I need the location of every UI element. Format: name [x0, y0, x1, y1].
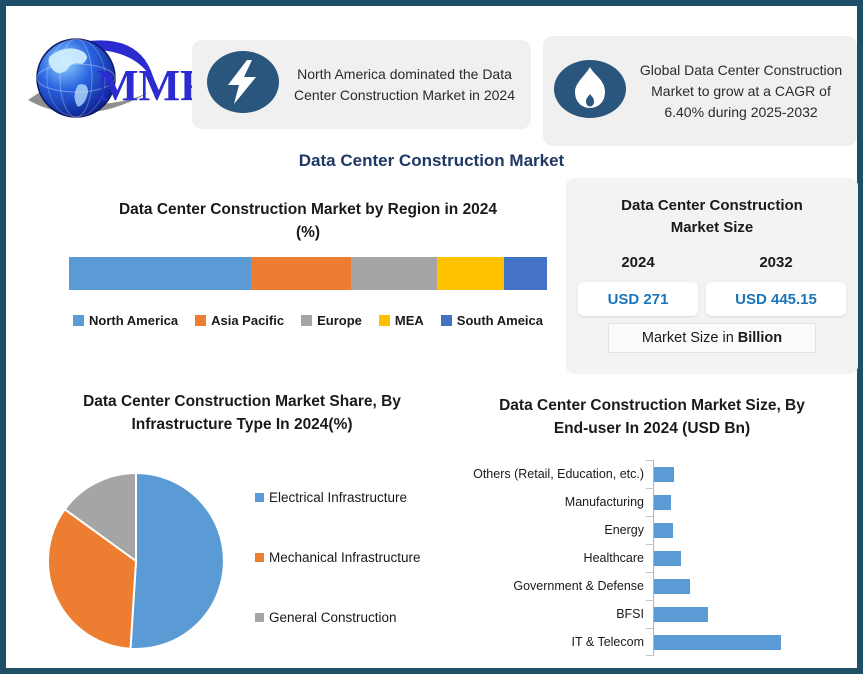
legend-label: General Construction [269, 610, 397, 625]
bar-plot [653, 516, 861, 544]
legend-marker [195, 315, 207, 326]
legend-label: North America [89, 313, 179, 328]
pie-chart-title: Data Center Construction Market Share, B… [83, 393, 401, 433]
pie-legend: Electrical Infrastructure Mechanical Infr… [255, 490, 421, 652]
region-bar-segment [250, 257, 352, 290]
note-prefix: Market Size in [641, 330, 734, 346]
region-legend: North America Asia Pacific Europe MEA South … [69, 313, 547, 328]
region-bar-segment [437, 257, 504, 290]
bar [654, 494, 672, 510]
bar-plot [653, 460, 861, 488]
legend-marker [301, 315, 313, 326]
legend-marker [73, 315, 84, 326]
market-size-title: Data Center Construction Market Size [621, 197, 803, 236]
lightning-icon [206, 50, 280, 119]
region-chart-title: Data Center Construction Market by Regio… [118, 201, 498, 241]
callout-cagr: Global Data Center Construction Market t… [543, 36, 857, 146]
bar-row: Healthcare [443, 544, 861, 572]
flame-icon [553, 59, 627, 124]
callout-text: North America dominated the Data Center … [294, 65, 515, 103]
logo-text: MMR [97, 61, 194, 110]
callout-text: Global Data Center Construction Market t… [639, 61, 843, 120]
mmr-logo: MMR [24, 30, 213, 126]
legend-marker [255, 613, 264, 622]
bar-row: Government & Defense [443, 572, 861, 600]
bar [654, 578, 690, 594]
legend-label: Asia Pacific [211, 313, 285, 328]
value-2032: USD 445.15 [706, 282, 846, 316]
infrastructure-pie-chart [47, 472, 225, 650]
market-size-years: 2024 2032 [578, 254, 846, 271]
bar [654, 522, 674, 538]
year-label-2032: 2032 [759, 254, 793, 271]
legend-marker [255, 553, 264, 562]
market-size-values: USD 271 USD 445.15 [578, 282, 846, 316]
legend-item: Electrical Infrastructure [255, 490, 421, 505]
market-size-note: Market Size in Billion [608, 323, 816, 353]
legend-label: Electrical Infrastructure [269, 490, 408, 505]
bar [654, 634, 781, 650]
legend-marker [378, 315, 390, 326]
legend-item: South Ameica [440, 313, 543, 328]
pie-slice [47, 508, 137, 650]
callout-north-america: North America dominated the Data Center … [192, 40, 531, 129]
legend-label: Mechanical Infrastructure [269, 550, 421, 565]
enduser-chart-section: Data Center Construction Market Size, By… [443, 394, 861, 656]
bar-label: Energy [604, 523, 644, 537]
legend-item: General Construction [255, 610, 421, 625]
globe-icon: MMR [28, 38, 213, 118]
region-bar-segment [503, 257, 547, 290]
legend-item: Asia Pacific [195, 313, 284, 328]
legend-item: Mechanical Infrastructure [255, 550, 421, 565]
bar-row: BFSI [443, 600, 861, 628]
legend-item: North America [73, 313, 178, 328]
pie-chart-section: Data Center Construction Market Share, B… [41, 390, 443, 652]
pie-row: Electrical Infrastructure Mechanical Infr… [41, 452, 443, 652]
bar-row: Others (Retail, Education, etc.) [443, 460, 861, 488]
bar-row: Energy [443, 516, 861, 544]
market-size-card: Data Center Construction Market Size 202… [566, 178, 858, 374]
region-bar-segment [69, 257, 251, 290]
legend-item: MEA [378, 313, 424, 328]
bar-label: Healthcare [583, 551, 644, 565]
region-bar-segment [351, 257, 438, 290]
bar-plot [653, 628, 861, 656]
pie-slice [129, 472, 225, 650]
bar-plot [653, 572, 861, 600]
bar-plot [653, 488, 861, 516]
bar [654, 466, 675, 482]
bar-plot [653, 600, 861, 628]
bar-label: BFSI [616, 607, 644, 621]
bar [654, 550, 682, 566]
bar-label: IT & Telecom [571, 635, 645, 649]
page-title: Data Center Construction Market [298, 151, 565, 170]
legend-label: South Ameica [456, 313, 543, 328]
year-label-2024: 2024 [621, 254, 655, 271]
legend-item: Europe [301, 313, 362, 328]
enduser-chart-title: Data Center Construction Market Size, By… [499, 397, 805, 437]
bar [654, 606, 708, 622]
bar-plot [653, 544, 861, 572]
bar-label: Government & Defense [513, 579, 644, 593]
legend-marker [440, 315, 452, 326]
enduser-bar-chart: Others (Retail, Education, etc.) Manufact… [443, 460, 861, 656]
legend-label: MEA [394, 313, 424, 328]
region-chart-section: Data Center Construction Market by Regio… [69, 198, 547, 328]
bar-row: Manufacturing [443, 488, 861, 516]
region-stacked-bar [69, 257, 547, 290]
value-2024: USD 271 [578, 282, 698, 316]
legend-marker [255, 493, 264, 502]
legend-label: Europe [317, 313, 362, 328]
bar-label: Others (Retail, Education, etc.) [473, 467, 644, 481]
pie-slice [63, 472, 137, 562]
logo-swoosh-blue [82, 40, 155, 84]
bar-row: IT & Telecom [443, 628, 861, 656]
bar-label: Manufacturing [564, 495, 644, 509]
note-unit: Billion [737, 330, 783, 346]
